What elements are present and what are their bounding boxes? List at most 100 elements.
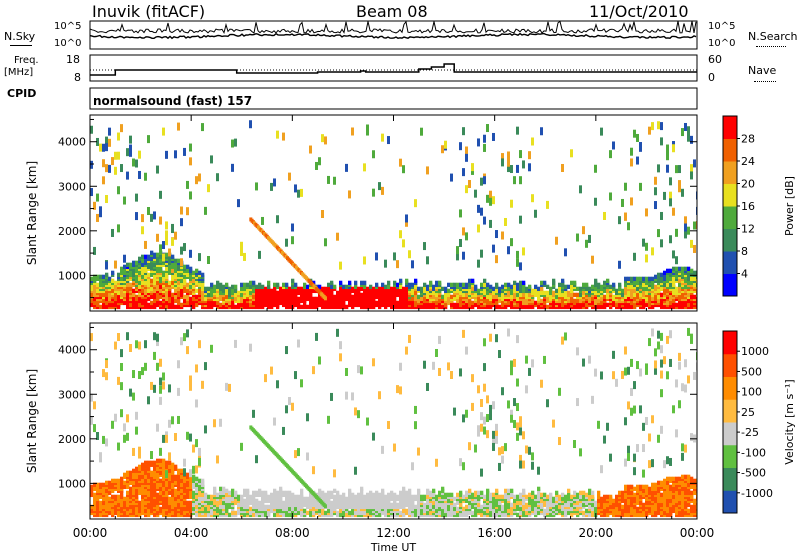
heatmap-cell — [567, 492, 571, 498]
heatmap-cell — [132, 272, 136, 277]
heatmap-cell — [93, 290, 97, 296]
heatmap-cell — [471, 510, 475, 516]
heatmap-cell — [180, 246, 183, 255]
heatmap-cell — [513, 358, 516, 367]
heatmap-cell — [153, 384, 156, 393]
heatmap-cell — [138, 504, 142, 510]
heatmap-cell — [390, 298, 394, 304]
heatmap-cell — [360, 300, 364, 306]
heatmap-cell — [414, 421, 417, 430]
heatmap-cell — [279, 486, 283, 492]
heatmap-cell — [243, 302, 247, 308]
heatmap-cell — [234, 510, 238, 516]
heatmap-cell — [339, 304, 343, 310]
heatmap-cell — [120, 349, 123, 358]
heatmap-cell — [225, 382, 228, 391]
heatmap-cell — [612, 302, 616, 308]
heatmap-cell — [102, 176, 105, 185]
heatmap-cell — [342, 298, 346, 304]
heatmap-cell — [405, 278, 409, 284]
heatmap-cell — [351, 304, 355, 310]
heatmap-cell — [198, 288, 202, 294]
heatmap-cell — [570, 280, 574, 286]
heatmap-cell — [396, 385, 399, 394]
heatmap-cell — [198, 270, 202, 275]
heatmap-cell — [516, 378, 519, 387]
heatmap-cell — [159, 250, 163, 255]
heatmap-cell — [693, 159, 696, 168]
heatmap-cell — [471, 300, 475, 306]
heatmap-cell — [522, 160, 525, 169]
heatmap-cell — [507, 328, 510, 337]
heatmap-cell — [561, 300, 565, 306]
heatmap-cell — [255, 498, 259, 504]
heatmap-cell — [516, 282, 520, 288]
heatmap-cell — [366, 127, 369, 136]
heatmap-cell — [111, 288, 115, 294]
heatmap-cell — [444, 286, 448, 292]
heatmap-cell — [186, 490, 190, 496]
heatmap-cell — [450, 173, 453, 182]
heatmap-cell — [483, 383, 486, 392]
heatmap-cell — [186, 207, 189, 216]
heatmap-cell — [537, 290, 541, 296]
heatmap-cell — [516, 422, 519, 431]
noise-panel-frame — [89, 20, 698, 50]
heatmap-cell — [477, 288, 481, 294]
heatmap-cell — [114, 478, 118, 483]
heatmap-cell — [666, 152, 669, 161]
heatmap-cell — [519, 419, 522, 428]
heatmap-cell — [294, 450, 297, 459]
heatmap-cell — [504, 506, 508, 512]
heatmap-cell — [114, 341, 117, 350]
heatmap-cell — [255, 490, 259, 496]
heatmap-cell — [294, 184, 297, 193]
heatmap-cell — [177, 415, 180, 424]
heatmap-cell — [480, 490, 484, 496]
heatmap-cell — [489, 496, 493, 502]
heatmap-cell — [312, 296, 316, 302]
heatmap-cell — [396, 502, 400, 508]
heatmap-cell — [342, 500, 346, 506]
heatmap-cell — [90, 490, 94, 496]
heatmap-cell — [201, 506, 205, 512]
heatmap-cell — [666, 288, 670, 294]
heatmap-cell — [666, 164, 669, 173]
heatmap-cell — [147, 508, 151, 514]
freq-line — [90, 63, 697, 76]
heatmap-cell — [168, 508, 172, 514]
heatmap-cell — [111, 420, 114, 429]
y-tick-label: 1000 — [58, 269, 86, 282]
heatmap-cell — [333, 488, 337, 494]
heatmap-cell — [459, 238, 462, 247]
heatmap-cell — [111, 228, 114, 237]
heatmap-cell — [516, 126, 519, 135]
heatmap-cell — [390, 294, 394, 300]
freq-tick-top: 18 — [66, 53, 80, 66]
heatmap-cell — [162, 476, 166, 481]
heatmap-cell — [426, 166, 429, 175]
heatmap-cell — [522, 488, 526, 494]
heatmap-cell — [357, 365, 360, 374]
nsky-legend-line — [10, 45, 32, 46]
heatmap-cell — [546, 200, 549, 209]
heatmap-cell — [453, 302, 457, 308]
heatmap-cell — [381, 186, 384, 195]
heatmap-cell — [690, 135, 693, 144]
heatmap-cell — [483, 282, 487, 288]
heatmap-cell — [288, 397, 291, 406]
heatmap-cell — [126, 470, 130, 475]
heatmap-cell — [405, 490, 409, 496]
heatmap-cell — [489, 284, 493, 290]
heatmap-cell — [579, 490, 583, 496]
nave-tick-top: 60 — [708, 53, 722, 66]
heatmap-cell — [303, 304, 307, 310]
heatmap-cell — [213, 419, 216, 428]
heatmap-cell — [465, 146, 468, 155]
heatmap-cell — [189, 482, 193, 488]
heatmap-cell — [579, 286, 583, 292]
heatmap-cell — [540, 498, 544, 504]
heatmap-cell — [144, 258, 148, 263]
heatmap-cell — [480, 399, 483, 408]
heatmap-cell — [189, 504, 193, 510]
